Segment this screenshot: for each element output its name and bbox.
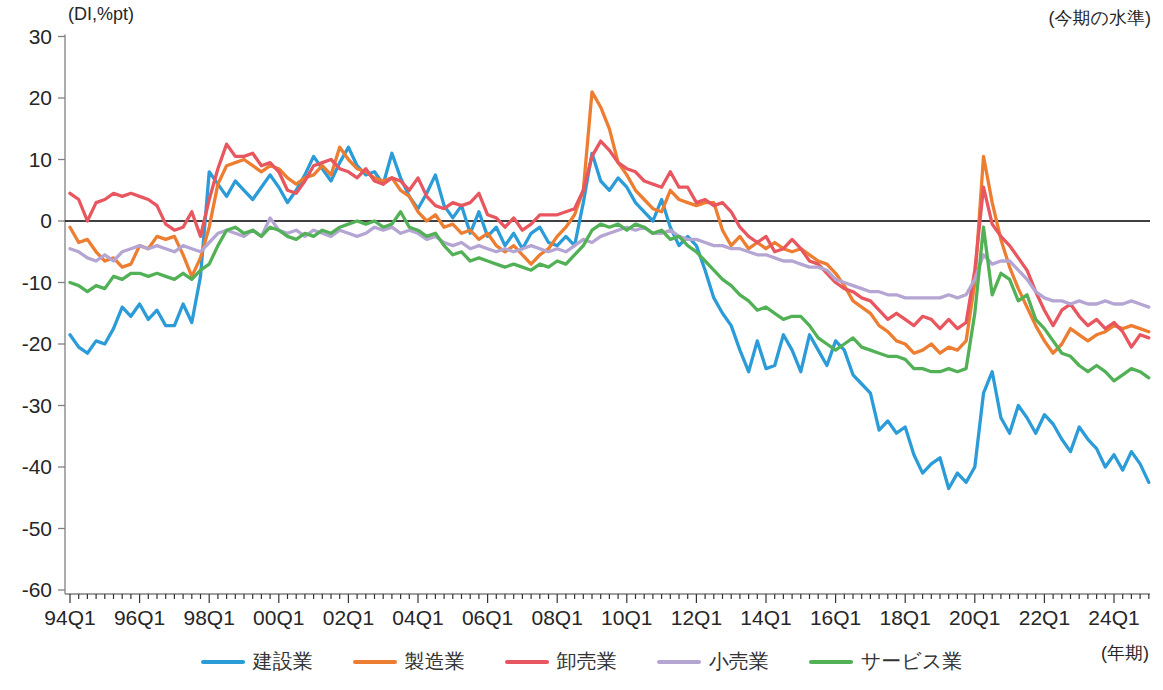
y-axis-tick-label: -60 — [22, 578, 52, 601]
x-axis-tick-label: 98Q1 — [184, 606, 235, 629]
chart-subtitle-current-level: (今期の水準) — [1049, 6, 1151, 30]
x-axis-tick-label: 14Q1 — [740, 606, 791, 629]
x-axis-tick-label: 12Q1 — [671, 606, 722, 629]
x-axis-tick-label: 02Q1 — [323, 606, 374, 629]
x-axis-tick-label: 20Q1 — [949, 606, 1000, 629]
legend-label: 建設業 — [253, 648, 313, 675]
y-axis-tick-label: -30 — [22, 394, 52, 417]
legend-item-サービス業: サービス業 — [809, 648, 962, 675]
y-axis-tick-label: 10 — [29, 148, 52, 171]
legend-item-卸売業: 卸売業 — [505, 648, 617, 675]
x-axis-tick-label: 08Q1 — [532, 606, 583, 629]
x-axis-tick-label: 18Q1 — [880, 606, 931, 629]
x-axis-tick-label: 06Q1 — [462, 606, 513, 629]
x-axis-tick-label: 00Q1 — [253, 606, 304, 629]
legend-label: 製造業 — [405, 648, 465, 675]
x-axis-tick-label: 22Q1 — [1019, 606, 1070, 629]
x-axis-tick-label: 94Q1 — [44, 606, 95, 629]
series-line-製造業 — [70, 92, 1149, 353]
legend-line-swatch — [809, 660, 853, 664]
x-axis-tick-label: 24Q1 — [1088, 606, 1139, 629]
x-axis-tick-label: 96Q1 — [114, 606, 165, 629]
y-axis-tick-label: 30 — [29, 25, 52, 48]
legend: 建設業 製造業 卸売業 小売業 サービス業 — [0, 648, 1163, 675]
legend-line-swatch — [657, 660, 701, 664]
y-axis-tick-label: -50 — [22, 517, 52, 540]
legend-label: 卸売業 — [557, 648, 617, 675]
line-chart-canvas: 30 20 10 0 -10 -20 -30 -40 -50 -60 94Q1 96Q1 98Q1 00Q… — [0, 0, 1163, 690]
x-axis-tick-label: 10Q1 — [601, 606, 652, 629]
chart-container: 30 20 10 0 -10 -20 -30 -40 -50 -60 94Q1 96Q1 98Q1 00Q… — [0, 0, 1163, 690]
y-axis-tick-label: -40 — [22, 455, 52, 478]
y-axis-tick-label: -20 — [22, 332, 52, 355]
x-axis-tick-label: 04Q1 — [392, 606, 443, 629]
y-axis-unit-label: (DI,%pt) — [68, 4, 134, 25]
legend-item-建設業: 建設業 — [201, 648, 313, 675]
legend-item-小売業: 小売業 — [657, 648, 769, 675]
legend-label: サービス業 — [861, 648, 962, 675]
series-line-サービス業 — [70, 212, 1149, 381]
y-axis-tick-label: -10 — [22, 271, 52, 294]
y-axis-tick-label: 20 — [29, 86, 52, 109]
legend-line-swatch — [201, 660, 245, 664]
legend-line-swatch — [353, 660, 397, 664]
legend-item-製造業: 製造業 — [353, 648, 465, 675]
x-axis-tick-label: 16Q1 — [810, 606, 861, 629]
legend-line-swatch — [505, 660, 549, 664]
legend-label: 小売業 — [709, 648, 769, 675]
y-axis-tick-label: 0 — [40, 209, 52, 232]
